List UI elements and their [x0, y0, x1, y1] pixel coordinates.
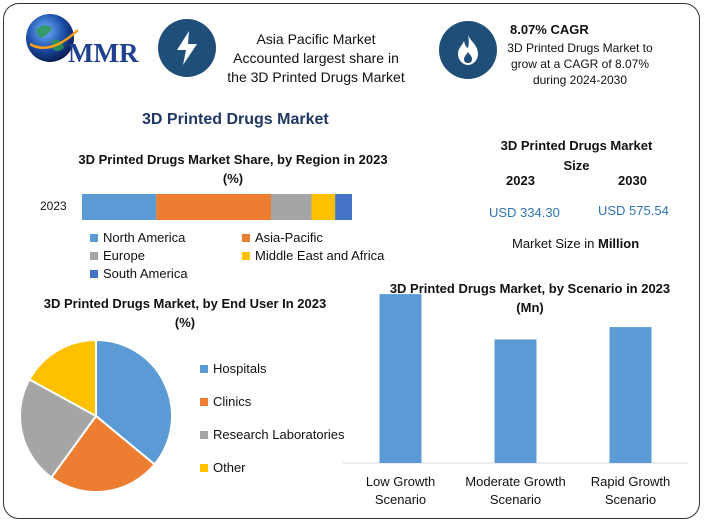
region-highlight-text: Asia Pacific Market Accounted largest sh… — [227, 31, 405, 85]
legend-swatch — [242, 251, 250, 260]
legend-swatch — [90, 269, 98, 278]
market-size-year-2023: 2023 — [506, 173, 535, 188]
logo-text: MMR — [68, 38, 139, 68]
scenario-tick-label: Rapid Growth — [591, 474, 670, 489]
region-bar-segment-europe — [271, 194, 312, 220]
market-size-unit: Million — [597, 236, 640, 251]
legend-swatch — [242, 233, 250, 242]
cagr-title: 8.07% CAGR — [510, 22, 589, 37]
legend-label: South America — [103, 266, 188, 281]
region-bar-segment-middle-east-and-africa — [311, 194, 336, 220]
pie-slice-research-laboratories — [19, 378, 98, 479]
scenario-bar-moderate-growth-scenario — [494, 339, 537, 463]
end-user-legend-item: Clinics — [200, 385, 360, 418]
end-user-legend-item: Hospitals — [200, 352, 360, 385]
legend-label: Europe — [103, 248, 145, 263]
page-title: 3D Printed Drugs Market — [142, 111, 329, 128]
end-user-legend-item: Research Laboratories — [200, 418, 360, 451]
legend-label: Middle East and Africa — [255, 248, 385, 263]
scenario-tick-label: Low Growth — [366, 474, 435, 489]
logo: MMR — [22, 10, 147, 70]
legend-swatch — [90, 233, 98, 242]
legend-swatch — [200, 463, 208, 472]
region-legend-item: Europe — [90, 248, 242, 263]
pie-slice-clinics — [49, 414, 156, 493]
end-user-legend: Hospitals Clinics Research Laboratories Oth… — [200, 352, 360, 484]
region-stacked-bar-chart — [82, 194, 352, 220]
lightning-badge — [158, 19, 216, 77]
flame-badge — [439, 21, 497, 79]
region-legend-item: South America — [90, 266, 242, 281]
legend-label: Other — [213, 460, 246, 475]
region-legend-item: North America — [90, 230, 242, 245]
flame-icon — [458, 35, 478, 65]
end-user-chart-title: 3D Printed Drugs Market, by End User In … — [43, 296, 327, 330]
end-user-pie-chart — [19, 338, 173, 493]
legend-label: Research Laboratories — [213, 427, 345, 442]
cagr-text: 3D Printed Drugs Market to grow at a CAG… — [507, 41, 653, 87]
market-size-value-2023: USD 334.30 — [489, 205, 560, 220]
market-size-unit-prefix: Market Size in — [512, 236, 598, 251]
legend-swatch — [90, 251, 98, 260]
legend-label: Hospitals — [213, 361, 267, 376]
pie-slice-hospitals — [95, 338, 173, 466]
region-legend-item: Asia-Pacific — [242, 230, 410, 245]
scenario-column-chart: Low Growth Scenario Moderate Growth Scenari… — [343, 294, 688, 507]
region-legend: North America Asia-Pacific Europe Middle Ea… — [90, 230, 410, 281]
region-bar-segment-asia-pacific — [156, 194, 271, 220]
market-size-year-2030: 2030 — [618, 173, 647, 188]
globe-icon: MMR — [26, 14, 139, 68]
market-size-title: 3D Printed Drugs Market Size — [500, 138, 653, 173]
scenario-tick-label: Scenario — [605, 492, 656, 507]
lightning-icon — [177, 31, 197, 65]
legend-label: North America — [103, 230, 186, 245]
region-chart-title: 3D Printed Drugs Market Share, by Region… — [78, 152, 388, 186]
market-size-value-2030: USD 575.54 — [598, 203, 669, 218]
scenario-chart-title: 3D Printed Drugs Market, by Scenario in … — [389, 281, 671, 315]
end-user-legend-item: Other — [200, 451, 360, 484]
scenario-tick-label: Moderate Growth — [465, 474, 565, 489]
scenario-bar-rapid-growth-scenario — [609, 327, 652, 463]
scenario-tick-label: Scenario — [490, 492, 541, 507]
scenario-tick-label: Scenario — [375, 492, 426, 507]
legend-label: Clinics — [213, 394, 252, 409]
region-bar-segment-north-america — [82, 194, 157, 220]
legend-swatch — [200, 364, 208, 373]
pie-slice-other — [28, 338, 97, 418]
region-chart-category-label: 2023 — [40, 199, 67, 213]
legend-swatch — [200, 430, 208, 439]
legend-label: Asia-Pacific — [255, 230, 323, 245]
scenario-bar-low-growth-scenario — [379, 294, 422, 463]
region-bar-segment-south-america — [335, 194, 352, 220]
legend-swatch — [200, 397, 208, 406]
market-size-unit-note: Market Size in Million — [512, 236, 639, 251]
region-legend-item: Middle East and Africa — [242, 248, 410, 263]
